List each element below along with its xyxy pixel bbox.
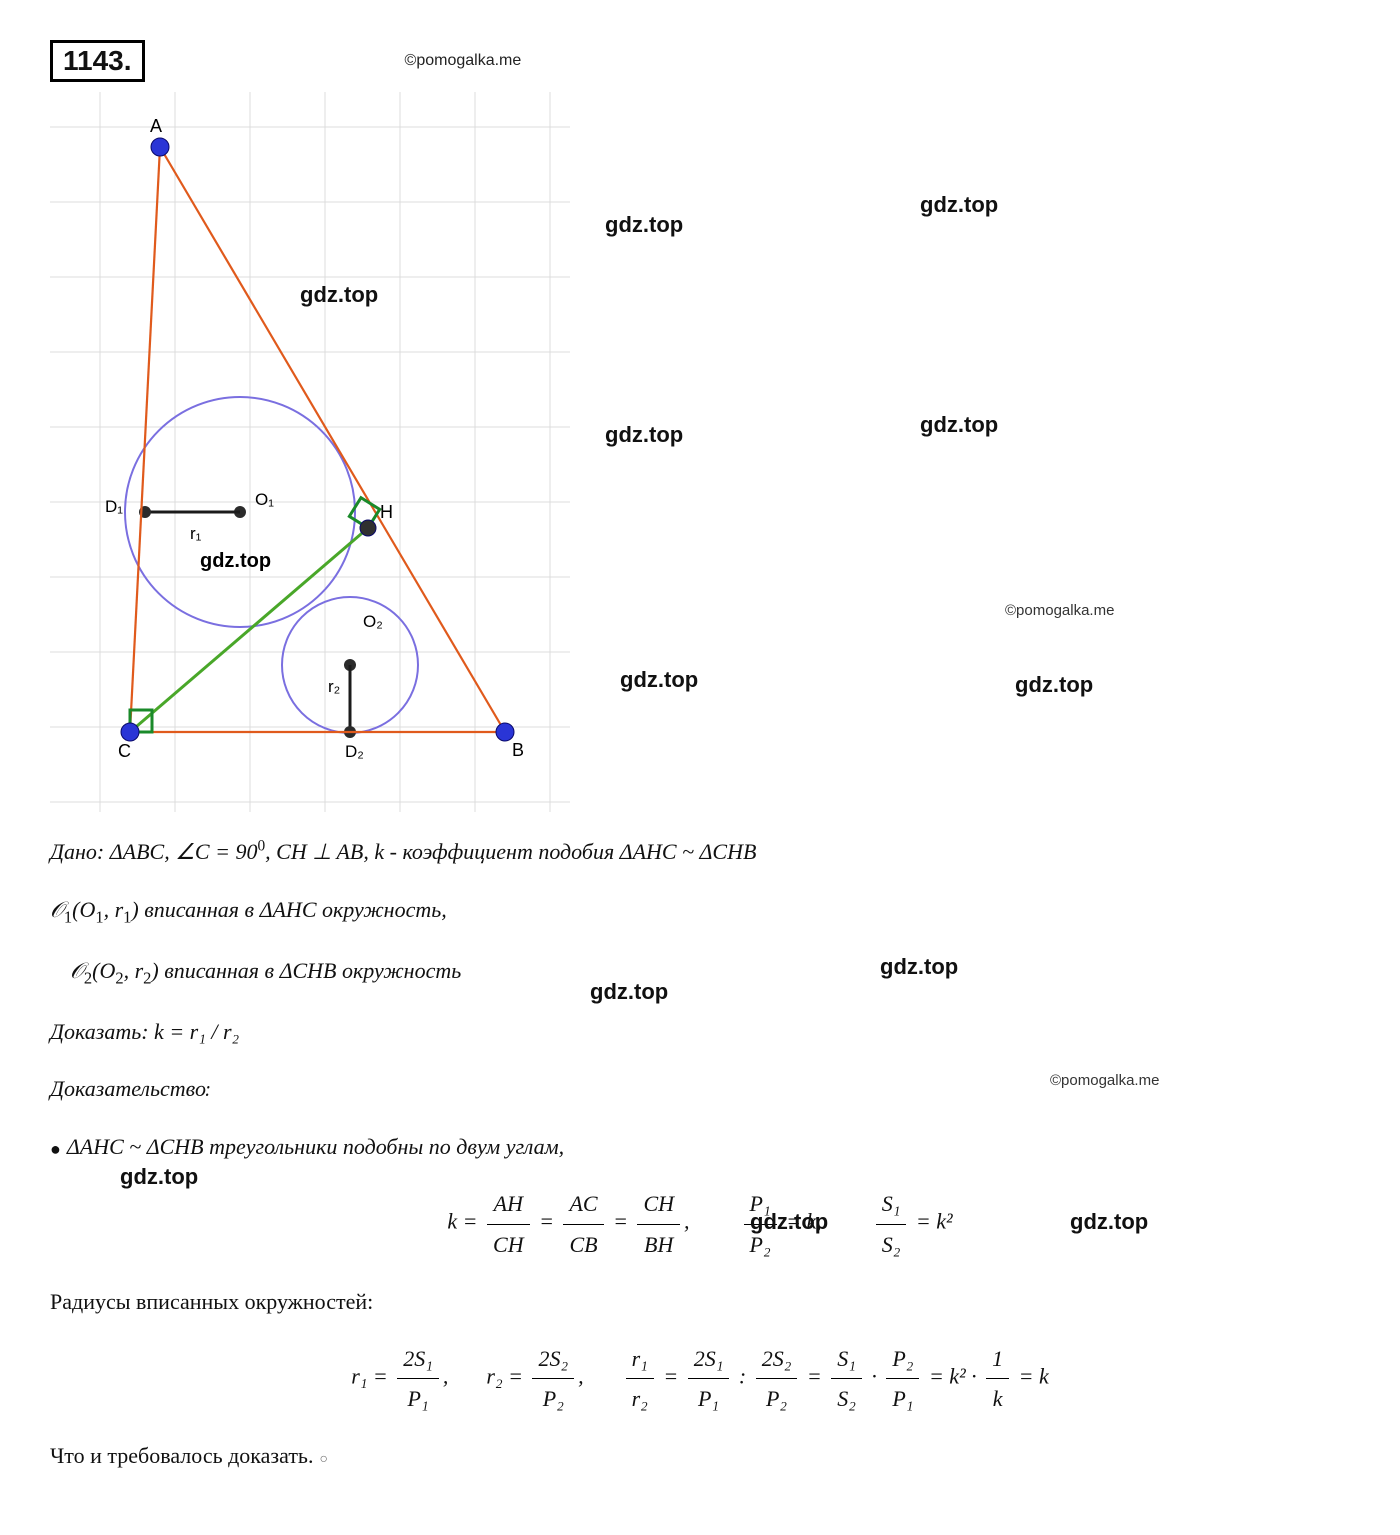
solution-text: gdz.topgdz.top©pomogalka.megdz.topgdz.to… <box>50 834 1350 1473</box>
eq1-eqk2: = k² <box>916 1209 953 1234</box>
f-s2b: S₂ <box>831 1379 862 1416</box>
watermark-pomogalka-top: ©pomogalka.me <box>405 52 522 70</box>
label-prove: Доказать <box>50 1019 141 1045</box>
f-p1b: P₁ <box>397 1379 439 1416</box>
qed-line: Что и требовалось доказать. ○ <box>50 1438 1350 1473</box>
qed-text: Что и требовалось доказать. <box>50 1443 313 1468</box>
f-r1n: r₁ <box>626 1341 654 1379</box>
eq2-tail2: = k <box>1019 1364 1049 1389</box>
bullet-icon: ● <box>50 1139 61 1159</box>
svg-text:A: A <box>150 116 162 136</box>
equation-row-1: k = AHCH = ACCB = CHBH, P₁P₂ = k, S₁S₂ =… <box>50 1186 1350 1261</box>
f-p2b: P₂ <box>532 1379 574 1416</box>
svg-text:r₂: r₂ <box>328 677 340 696</box>
f-s1: S₁ <box>876 1186 907 1224</box>
qed-circle-icon: ○ <box>319 1452 327 1467</box>
header-row: 1143. ©pomogalka.me <box>50 40 1350 82</box>
f-ch2: CH <box>637 1186 680 1224</box>
svg-text:D₁: D₁ <box>105 497 123 516</box>
watermark: gdz.top <box>920 192 998 218</box>
f-cb: CB <box>563 1225 603 1262</box>
o-script-1: 𝒪 <box>50 897 64 922</box>
svg-text:C: C <box>118 741 131 761</box>
f-s2: S₂ <box>876 1225 907 1262</box>
f-p1d: P₁ <box>886 1379 919 1416</box>
given-line-3: 𝒪2(O2, r2) вписанная в ΔCHB окружность <box>70 953 1350 992</box>
f-r2d: r₂ <box>626 1379 654 1416</box>
op1a: (O <box>72 897 95 922</box>
eq1-eqk: = k, <box>786 1209 822 1234</box>
watermark: gdz.top <box>1015 672 1093 698</box>
f-p2c: P₂ <box>756 1379 798 1416</box>
watermark: gdz.top <box>605 212 683 238</box>
eq2-r1: r₁ = 2S₁P₁, <box>351 1341 448 1416</box>
f-2s2: 2S₂ <box>532 1341 574 1379</box>
given-1a: : ΔABC, ∠C = 90 <box>97 839 258 864</box>
watermark: gdz.top <box>920 412 998 438</box>
label-given: Дано <box>50 839 97 865</box>
given-line-1: Дано: ΔABC, ∠C = 900, CH ⊥ AB, k - коэфф… <box>50 834 1350 870</box>
op2b: , r <box>124 958 144 983</box>
proof-label-text: Доказательство <box>50 1076 206 1102</box>
watermark: gdz.top <box>620 667 698 693</box>
proof-label: Доказательство: <box>50 1072 1350 1107</box>
svg-text:H: H <box>380 502 393 522</box>
eq2-tail: = k² · <box>929 1364 977 1389</box>
op2a: (O <box>92 958 115 983</box>
svg-text:O₁: O₁ <box>255 490 274 509</box>
f-p2: P₂ <box>744 1225 777 1262</box>
diagram: O₁ D₁ r₁ O₂ D₂ r₂ A C B Hgdz.top <box>50 92 570 812</box>
f-p1: P₁ <box>744 1186 777 1224</box>
equation-row-2: r₁ = 2S₁P₁, r₂ = 2S₂P₂, r₁r₂ = 2S₁P₁ : 2… <box>50 1341 1350 1416</box>
given-1b: , CH ⊥ AB, k - коэффициент подобия ΔAHC … <box>265 839 756 864</box>
f-2s1b: 2S₁ <box>688 1341 730 1379</box>
f-k: k <box>986 1379 1009 1416</box>
f-p1c: P₁ <box>688 1379 730 1416</box>
eq1-s: S₁S₂ = k² <box>872 1186 953 1261</box>
f-p2d: P₂ <box>886 1341 919 1379</box>
figure-area: O₁ D₁ r₁ O₂ D₂ r₂ A C B Hgdz.top gdz.top gdz.top gd… <box>50 92 1250 812</box>
eq1-p: P₁P₂ = k, <box>740 1186 822 1261</box>
o-script-2: 𝒪 <box>70 958 84 983</box>
f-bh: BH <box>637 1225 680 1262</box>
eq1-k: k = AHCH = ACCB = CHBH, <box>447 1186 689 1261</box>
svg-text:r₁: r₁ <box>190 524 202 543</box>
op2c: ) вписанная в ΔCHB окружность <box>151 958 461 983</box>
f-ac: AC <box>563 1186 603 1224</box>
problem-number: 1143. <box>50 40 145 82</box>
radii-line: Радиусы вписанных окружностей: <box>50 1284 1350 1319</box>
watermark: gdz.top <box>605 422 683 448</box>
svg-text:D₂: D₂ <box>345 742 364 761</box>
f-ah: AH <box>487 1186 530 1224</box>
svg-text:gdz.top: gdz.top <box>200 550 271 572</box>
r2lab: r₂ = <box>486 1364 523 1389</box>
eq1-klabel: k = <box>447 1209 477 1234</box>
watermark: ©pomogalka.me <box>1005 602 1114 619</box>
f-s1b: S₁ <box>831 1341 862 1379</box>
f-2s1: 2S₁ <box>397 1341 439 1379</box>
prove-line: Доказать: k = r₁ / r₂ <box>50 1014 1350 1050</box>
eq2-ratio: r₁r₂ = 2S₁P₁ : 2S₂P₂ = S₁S₂ · P₂P₁ = k² … <box>622 1341 1049 1416</box>
op1b: , r <box>104 897 124 922</box>
op1c: ) вписанная в ΔAHC окружность, <box>131 897 446 922</box>
given-line-2: 𝒪1(O1, r1) вписанная в ΔAHC окружность, <box>50 892 1350 931</box>
svg-text:B: B <box>512 740 524 760</box>
f-1: 1 <box>986 1341 1009 1379</box>
similar-text: ΔAHC ~ ΔCHB треугольники подобны по двум… <box>67 1134 564 1159</box>
f-ch: CH <box>487 1225 530 1262</box>
similar-line: ● ΔAHC ~ ΔCHB треугольники подобны по дву… <box>50 1129 1350 1164</box>
r1lab: r₁ = <box>351 1364 388 1389</box>
svg-text:O₂: O₂ <box>363 612 383 631</box>
prove-eq: : k = r₁ / r₂ <box>141 1019 239 1044</box>
f-2s2b: 2S₂ <box>756 1341 798 1379</box>
eq2-r2: r₂ = 2S₂P₂, <box>486 1341 583 1416</box>
